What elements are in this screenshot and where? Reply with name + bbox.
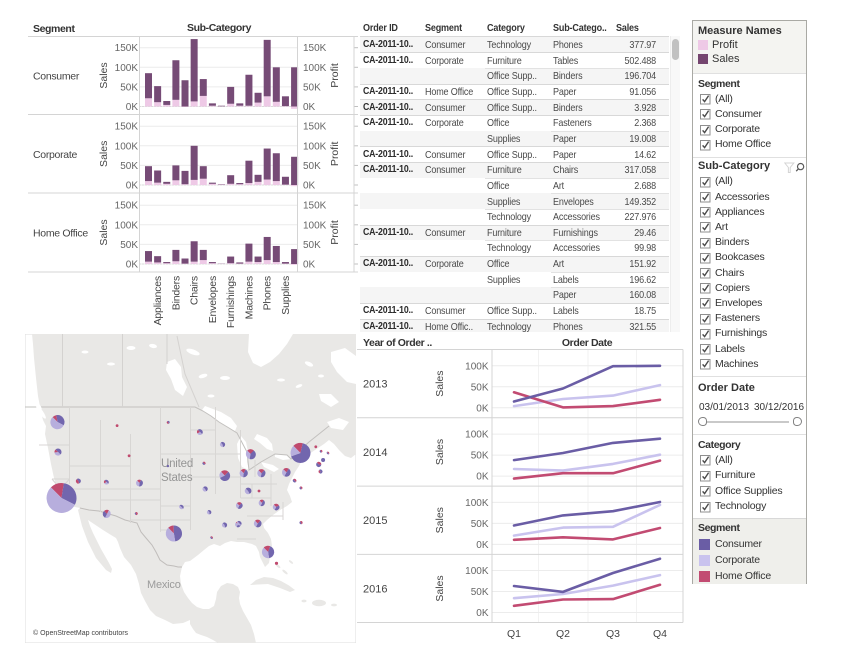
svg-text:Supplies: Supplies	[280, 276, 292, 315]
svg-text:0K: 0K	[476, 403, 489, 414]
svg-text:0K: 0K	[303, 181, 316, 192]
svg-text:50K: 50K	[120, 82, 138, 93]
svg-text:Q3: Q3	[606, 628, 620, 640]
svg-text:Sales: Sales	[434, 439, 446, 465]
svg-text:Profit: Profit	[329, 63, 341, 88]
svg-text:100K: 100K	[465, 430, 489, 441]
svg-text:2013: 2013	[363, 379, 387, 391]
svg-text:Home Office: Home Office	[33, 228, 88, 240]
svg-text:100K: 100K	[115, 63, 139, 74]
svg-text:100K: 100K	[465, 566, 489, 577]
svg-text:Phones: Phones	[262, 276, 274, 310]
svg-text:United: United	[161, 458, 193, 470]
svg-text:Segment: Segment	[33, 23, 75, 35]
svg-text:50K: 50K	[303, 240, 321, 251]
svg-text:Furnishings: Furnishings	[225, 276, 237, 328]
svg-text:50K: 50K	[471, 519, 489, 530]
svg-text:0K: 0K	[126, 181, 139, 192]
svg-text:Sales: Sales	[434, 370, 446, 396]
svg-text:Sales: Sales	[434, 507, 446, 533]
svg-text:0K: 0K	[126, 260, 139, 271]
svg-text:Year of Order ..: Year of Order ..	[363, 337, 432, 349]
svg-text:Binders: Binders	[170, 276, 182, 310]
svg-text:50K: 50K	[303, 161, 321, 172]
svg-text:Q2: Q2	[556, 628, 570, 640]
svg-text:0K: 0K	[303, 102, 316, 113]
svg-text:2014: 2014	[363, 447, 387, 459]
svg-text:Q4: Q4	[653, 628, 667, 640]
svg-text:Machines: Machines	[243, 276, 255, 319]
svg-text:Envelopes: Envelopes	[207, 276, 219, 323]
svg-text:Mexico: Mexico	[147, 579, 181, 591]
svg-text:150K: 150K	[303, 43, 327, 54]
svg-text:100K: 100K	[303, 141, 327, 152]
svg-text:50K: 50K	[120, 161, 138, 172]
svg-text:50K: 50K	[471, 587, 489, 598]
svg-text:Chairs: Chairs	[189, 276, 201, 305]
svg-text:150K: 150K	[115, 122, 139, 133]
svg-text:Consumer: Consumer	[33, 71, 80, 83]
svg-text:Corporate: Corporate	[33, 149, 77, 161]
svg-text:Q1: Q1	[507, 628, 521, 640]
svg-text:150K: 150K	[303, 201, 327, 212]
svg-text:100K: 100K	[115, 141, 139, 152]
svg-text:Sub-Category: Sub-Category	[187, 22, 252, 34]
svg-text:© OpenStreetMap contributors: © OpenStreetMap contributors	[33, 629, 129, 637]
svg-text:50K: 50K	[303, 82, 321, 93]
svg-text:50K: 50K	[471, 451, 489, 462]
svg-text:2015: 2015	[363, 515, 387, 527]
svg-text:50K: 50K	[120, 240, 138, 251]
svg-text:Profit: Profit	[329, 220, 341, 245]
svg-text:150K: 150K	[115, 43, 139, 54]
svg-text:0K: 0K	[476, 608, 489, 619]
svg-text:Sales: Sales	[98, 219, 110, 245]
svg-text:0K: 0K	[303, 260, 316, 271]
svg-text:Sales: Sales	[98, 62, 110, 88]
svg-text:50K: 50K	[471, 382, 489, 393]
svg-text:0K: 0K	[126, 102, 139, 113]
svg-text:100K: 100K	[115, 220, 139, 231]
svg-text:100K: 100K	[465, 498, 489, 509]
svg-text:100K: 100K	[303, 220, 327, 231]
svg-text:States: States	[161, 472, 193, 484]
svg-text:100K: 100K	[465, 361, 489, 372]
svg-text:0K: 0K	[476, 472, 489, 483]
svg-text:150K: 150K	[303, 122, 327, 133]
svg-text:2016: 2016	[363, 584, 387, 596]
svg-text:Sales: Sales	[434, 575, 446, 601]
svg-text:Order Date: Order Date	[562, 337, 613, 349]
svg-text:0K: 0K	[476, 540, 489, 551]
svg-text:100K: 100K	[303, 63, 327, 74]
svg-text:Profit: Profit	[329, 141, 341, 166]
svg-text:150K: 150K	[115, 201, 139, 212]
svg-text:Sales: Sales	[98, 141, 110, 167]
svg-text:Appliances: Appliances	[152, 276, 164, 325]
